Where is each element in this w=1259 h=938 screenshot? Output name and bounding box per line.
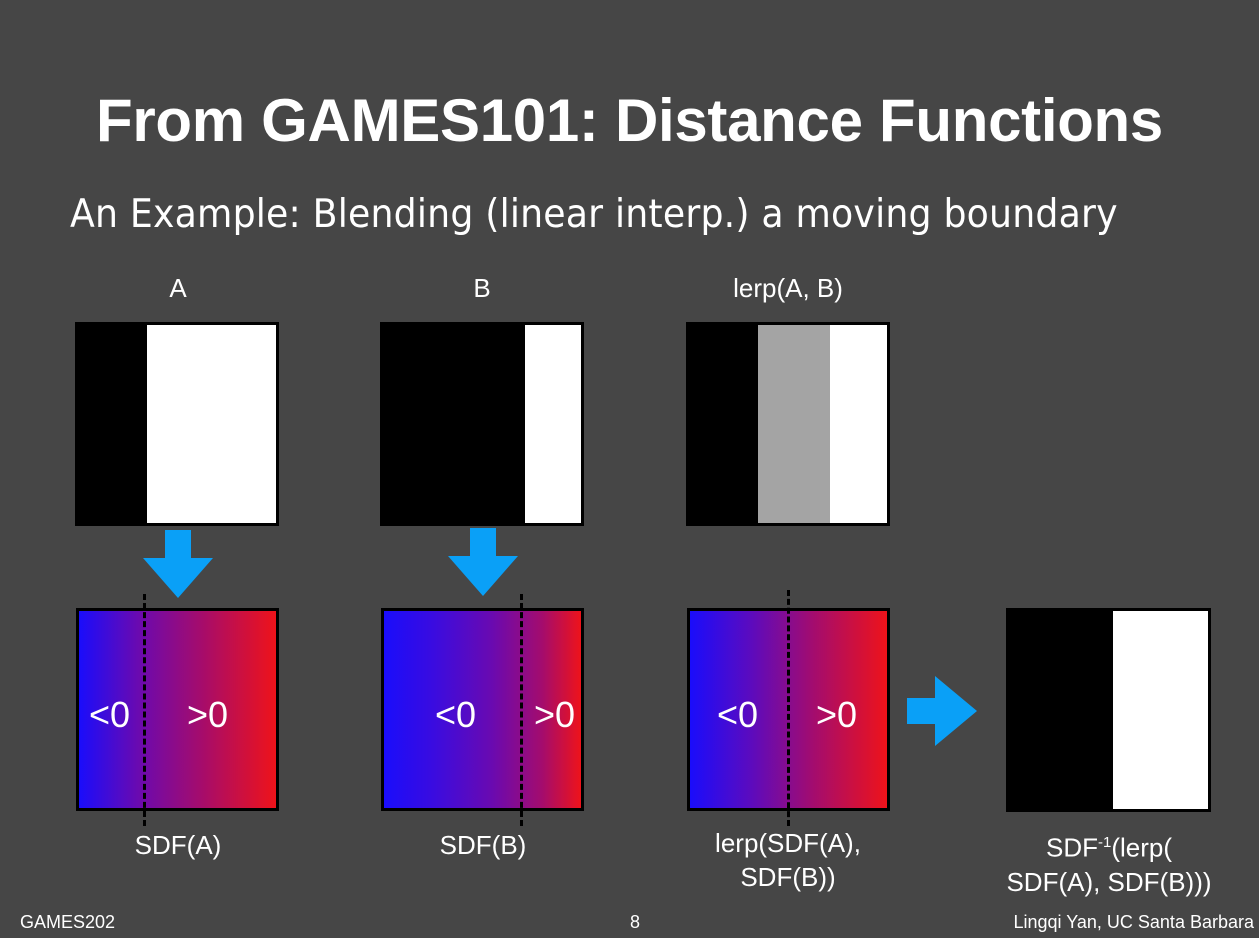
sdf-a-negative-label: <0 — [89, 694, 131, 735]
label-inverse-sdf: SDF-1(lerp( SDF(A), SDF(B))) — [978, 826, 1240, 899]
footer-course-name: GAMES202 — [20, 912, 116, 932]
image-b-dark-region — [383, 325, 525, 523]
image-lerp-dark-region — [689, 325, 758, 523]
label-lerp-sdf: lerp(SDF(A), SDF(B)) — [668, 826, 908, 894]
label-inverse-sdf-superscript: -1 — [1097, 834, 1112, 851]
sdf-b-box: <0 >0 — [381, 608, 584, 811]
label-inverse-sdf-prefix: SDF — [1045, 832, 1098, 863]
sdf-lerp-positive-label: >0 — [816, 694, 858, 735]
image-b — [380, 322, 584, 526]
label-lerp-sdf-line1: lerp(SDF(A), — [715, 828, 861, 858]
sdf-a-boundary-line — [143, 594, 146, 826]
label-lerp-ab: lerp(A, B) — [733, 273, 843, 303]
image-a-dark-region — [78, 325, 147, 523]
image-result — [1006, 608, 1211, 812]
label-inverse-sdf-line2: SDF(A), SDF(B))) — [1006, 866, 1212, 897]
arrow-right-icon — [907, 676, 979, 746]
sdf-lerp-boundary-line — [787, 590, 790, 826]
image-result-dark-region — [1009, 611, 1113, 809]
label-b: B — [473, 273, 491, 303]
sdf-lerp-negative-label: <0 — [717, 694, 759, 735]
footer-page-number: 8 — [629, 912, 640, 932]
slide-title: From GAMES101: Distance Functions — [96, 87, 1163, 154]
image-lerp-gray-region — [758, 325, 830, 523]
arrow-down-a-icon — [143, 530, 213, 600]
label-inverse-sdf-line1: SDF-1(lerp( — [978, 826, 1240, 865]
arrow-down-b-icon — [448, 528, 518, 598]
image-lerp-ab — [686, 322, 890, 526]
label-inverse-sdf-suffix: (lerp( — [1111, 832, 1172, 863]
sdf-b-positive-label: >0 — [534, 694, 576, 735]
footer-author: Lingqi Yan, UC Santa Barbara — [1013, 912, 1255, 932]
sdf-b-negative-label: <0 — [435, 694, 477, 735]
slide-subtitle: An Example: Blending (linear interp.) a … — [70, 192, 1118, 237]
label-lerp-sdf-line2: SDF(B)) — [740, 862, 836, 892]
image-a — [75, 322, 279, 526]
label-a: A — [169, 273, 187, 303]
label-sdf-a: SDF(A) — [134, 830, 222, 860]
sdf-a-positive-label: >0 — [187, 694, 229, 735]
sdf-b-boundary-line — [520, 594, 523, 826]
sdf-a-box: <0 >0 — [76, 608, 279, 811]
label-sdf-b: SDF(B) — [439, 830, 527, 860]
